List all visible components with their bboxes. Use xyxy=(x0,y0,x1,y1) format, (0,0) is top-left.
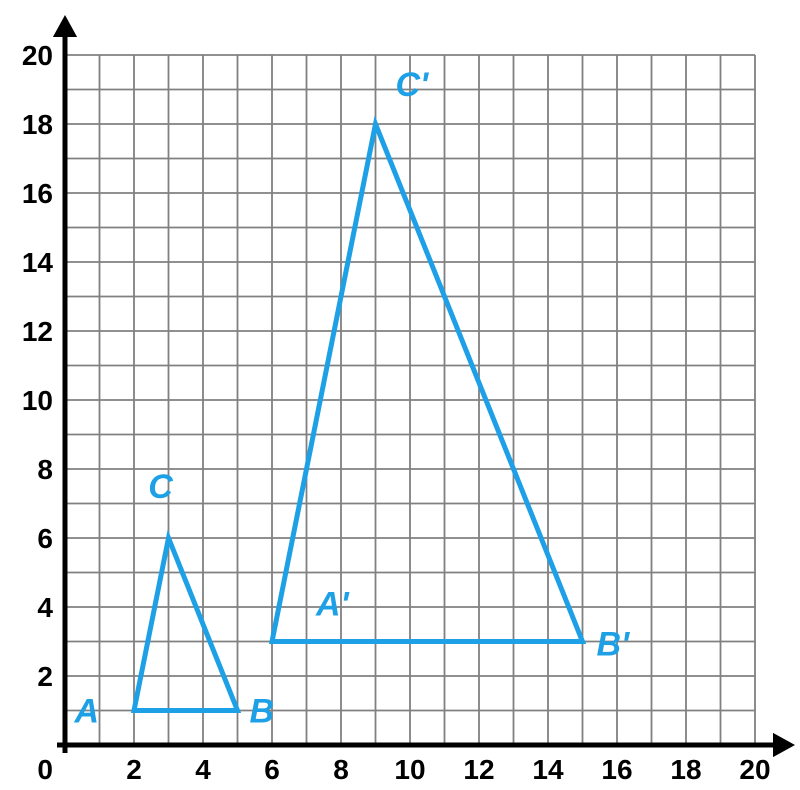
y-tick-label: 20 xyxy=(22,40,53,71)
x-tick-label: 10 xyxy=(394,754,425,785)
x-tick-label: 14 xyxy=(532,754,564,785)
x-tick-label: 12 xyxy=(463,754,494,785)
point-label: B xyxy=(250,693,275,731)
x-tick-label: 4 xyxy=(195,754,211,785)
y-tick-label: 14 xyxy=(22,247,54,278)
y-tick-label: 8 xyxy=(37,454,53,485)
point-label: B' xyxy=(597,626,632,664)
point-label: A xyxy=(73,693,99,731)
coordinate-grid-diagram: 2 4 6 8 10 12 14 16 18 20 2 4 6 8 10 12 14 16 18 20 0A B C A' B'… xyxy=(0,0,800,790)
x-tick-label: 6 xyxy=(264,754,280,785)
x-tick-label: 16 xyxy=(601,754,632,785)
y-tick-label: 2 xyxy=(37,661,53,692)
point-label: C' xyxy=(396,66,431,104)
point-label: A' xyxy=(315,586,351,624)
y-tick-label: 18 xyxy=(22,109,53,140)
point-label: C xyxy=(148,468,173,506)
y-tick-label: 4 xyxy=(37,592,53,623)
y-tick-label: 16 xyxy=(22,178,53,209)
x-tick-label: 2 xyxy=(126,754,142,785)
x-tick-label: 18 xyxy=(670,754,701,785)
background xyxy=(0,0,800,790)
y-tick-label: 6 xyxy=(37,523,53,554)
y-tick-label: 10 xyxy=(22,385,53,416)
x-tick-label: 20 xyxy=(739,754,770,785)
x-tick-label: 8 xyxy=(333,754,349,785)
origin-label: 0 xyxy=(37,754,53,785)
y-tick-label: 12 xyxy=(22,316,53,347)
